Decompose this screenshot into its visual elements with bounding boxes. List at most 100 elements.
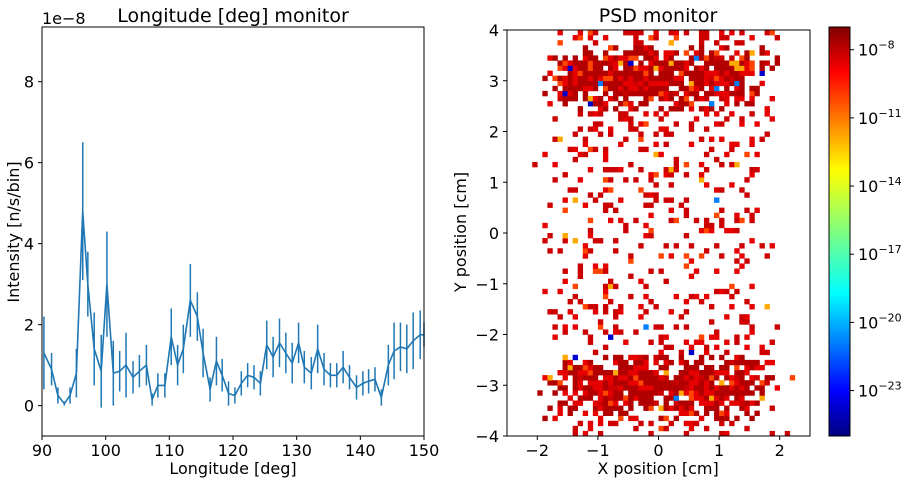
psd-cell [618,390,624,396]
psd-cell [749,70,755,76]
psd-cell [744,334,750,340]
psd-cell [633,375,639,381]
psd-cell [618,304,624,310]
psd-cell [663,65,669,71]
psd-cell [734,248,740,254]
psd-cell [572,85,578,92]
psd-cell [572,35,578,41]
psd-cell [597,385,604,391]
psd-cell [703,111,710,117]
psd-cell [714,334,720,340]
psd-cell [623,80,629,87]
longitude-monitor-panel: Longitude [deg] monitor 1e−8 90 100 110 120… [4,5,439,478]
psd-cell [663,172,669,178]
psd-cell [643,90,649,97]
psd-cell [744,364,750,371]
psd-cell [582,395,589,401]
psd-cell [764,253,770,259]
psd-cell [623,30,629,36]
psd-cell [643,324,649,330]
psd-cell [693,217,700,224]
psd-cell [663,385,669,391]
psd-cell [602,70,609,76]
psd-cell [618,116,624,122]
psd-cell [587,70,594,76]
psd-cell [668,50,674,56]
psd-cell [668,253,674,259]
psd-cell [698,172,705,178]
psd-cell [613,309,619,315]
psd-cell [648,370,654,376]
psd-cell [613,385,619,391]
y-tick-label: −4 [475,427,499,446]
psd-cell [602,80,609,87]
psd-cell [562,375,568,381]
psd-cell [577,30,584,36]
psd-cell [673,35,679,41]
psd-cell [703,293,710,300]
psd-cell [749,65,755,71]
psd-cell [719,380,725,386]
psd-cell [582,304,589,310]
psd-cell [734,80,740,87]
psd-cell [577,111,584,117]
psd-cell [557,380,563,386]
psd-cell [714,121,720,127]
psd-cell [597,415,604,422]
psd-cell [729,146,735,153]
psd-cell [774,60,780,66]
psd-cell [719,161,725,168]
psd-cell [709,101,715,107]
psd-cell [744,192,750,198]
psd-cell [643,55,649,61]
psd-cell [759,380,765,386]
psd-cell [633,40,639,46]
psd-cell [693,50,700,56]
psd-cell [734,85,740,92]
psd-cell [562,95,568,102]
psd-cell [618,329,624,335]
psd-cell [643,405,649,411]
psd-cell [582,65,589,71]
psd-cell [587,85,594,92]
psd-cell [729,227,735,234]
psd-cell [638,278,644,285]
psd-cell [724,349,730,356]
psd-cell [703,65,710,71]
psd-cell [759,344,765,351]
psd-cell [734,258,740,264]
psd-cell [643,395,649,401]
psd-cell [628,50,634,56]
psd-cell [739,80,745,87]
psd-cell [724,85,730,92]
psd-cell [582,375,589,381]
psd-cell [764,30,770,36]
psd-cell [683,309,690,315]
psd-cell [719,410,725,417]
psd-cell [602,167,609,173]
psd-cell [648,35,654,41]
psd-cell [709,60,715,66]
psd-cell [749,304,755,310]
psd-cell [709,405,715,411]
psd-cell [582,136,589,142]
psd-cell [608,385,614,391]
psd-cell [714,197,720,203]
psd-cell [709,395,715,401]
psd-cell [633,45,639,51]
psd-cell [703,167,710,173]
psd-cell [688,370,695,376]
psd-cell [678,410,685,417]
psd-cell [638,420,644,427]
psd-cell [633,75,639,82]
psd-cell [668,390,674,396]
psd-cell [567,60,573,66]
psd-cell [739,395,745,401]
psd-cell [567,364,573,371]
psd-cell [698,334,705,340]
psd-cell [562,65,568,71]
psd-cell [709,55,715,61]
right-y-label: Y position [cm] [451,172,470,293]
y-tick-label: 8 [24,73,34,92]
psd-cell [577,364,584,371]
